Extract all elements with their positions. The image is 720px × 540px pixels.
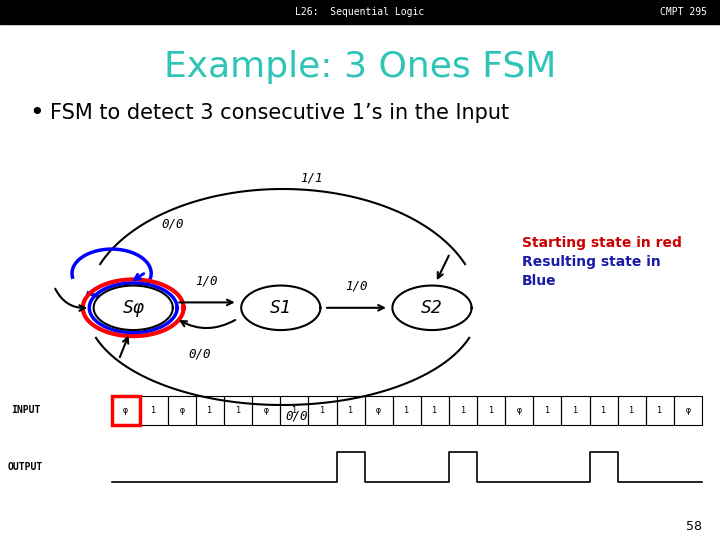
- Text: 1: 1: [348, 406, 353, 415]
- Text: •: •: [29, 102, 43, 125]
- Bar: [534, 395, 562, 426]
- Bar: [477, 395, 505, 426]
- Text: 1: 1: [235, 406, 240, 415]
- Bar: [168, 395, 196, 426]
- Text: Sφ: Sφ: [122, 299, 144, 317]
- Text: CMPT 295: CMPT 295: [660, 8, 708, 17]
- Text: φ: φ: [264, 406, 269, 415]
- Text: 0/0: 0/0: [189, 347, 211, 360]
- Text: 1: 1: [489, 406, 494, 415]
- Text: Starting state in red: Starting state in red: [522, 236, 682, 250]
- Text: 1: 1: [292, 406, 297, 415]
- Bar: [562, 395, 590, 426]
- Bar: [336, 395, 364, 426]
- Text: S1: S1: [270, 299, 292, 317]
- Bar: [0, 0, 720, 24]
- Text: FSM to detect 3 consecutive 1’s in the Input: FSM to detect 3 consecutive 1’s in the I…: [50, 103, 510, 124]
- Text: 1: 1: [601, 406, 606, 415]
- Text: L26:  Sequential Logic: L26: Sequential Logic: [295, 8, 425, 17]
- Text: S2: S2: [421, 299, 443, 317]
- Polygon shape: [392, 286, 472, 330]
- Text: 1: 1: [320, 406, 325, 415]
- Bar: [224, 395, 252, 426]
- Bar: [140, 395, 168, 426]
- Bar: [280, 395, 308, 426]
- Polygon shape: [241, 286, 320, 330]
- Bar: [196, 395, 224, 426]
- Text: φ: φ: [179, 406, 184, 415]
- Text: 1: 1: [151, 406, 156, 415]
- Bar: [252, 395, 280, 426]
- Text: 1/0: 1/0: [196, 274, 218, 287]
- Text: 1/0: 1/0: [345, 280, 368, 293]
- Text: 1: 1: [461, 406, 466, 415]
- Text: φ: φ: [685, 406, 690, 415]
- Text: 1: 1: [573, 406, 578, 415]
- Bar: [618, 395, 646, 426]
- Text: 0/0: 0/0: [161, 218, 184, 231]
- Text: Resulting state in: Resulting state in: [522, 255, 661, 269]
- Polygon shape: [94, 286, 173, 330]
- Bar: [112, 395, 140, 426]
- Bar: [392, 395, 421, 426]
- Bar: [364, 395, 392, 426]
- Text: φ: φ: [517, 406, 522, 415]
- Text: φ: φ: [123, 406, 128, 415]
- Bar: [112, 395, 140, 426]
- Bar: [449, 395, 477, 426]
- Bar: [646, 395, 674, 426]
- Text: φ: φ: [376, 406, 381, 415]
- Text: OUTPUT: OUTPUT: [7, 462, 42, 472]
- Text: 0/0: 0/0: [286, 409, 308, 422]
- Text: INPUT: INPUT: [11, 406, 40, 415]
- Text: 1: 1: [657, 406, 662, 415]
- Bar: [674, 395, 702, 426]
- Bar: [421, 395, 449, 426]
- Text: 1: 1: [207, 406, 212, 415]
- Text: 1: 1: [433, 406, 438, 415]
- Text: 58: 58: [686, 520, 702, 533]
- Text: 1/1: 1/1: [300, 172, 323, 185]
- Text: 1: 1: [545, 406, 550, 415]
- Bar: [590, 395, 618, 426]
- Bar: [308, 395, 336, 426]
- Text: Blue: Blue: [522, 274, 557, 288]
- Text: 1: 1: [629, 406, 634, 415]
- Text: Example: 3 Ones FSM: Example: 3 Ones FSM: [164, 51, 556, 84]
- Text: 1: 1: [405, 406, 409, 415]
- Bar: [505, 395, 534, 426]
